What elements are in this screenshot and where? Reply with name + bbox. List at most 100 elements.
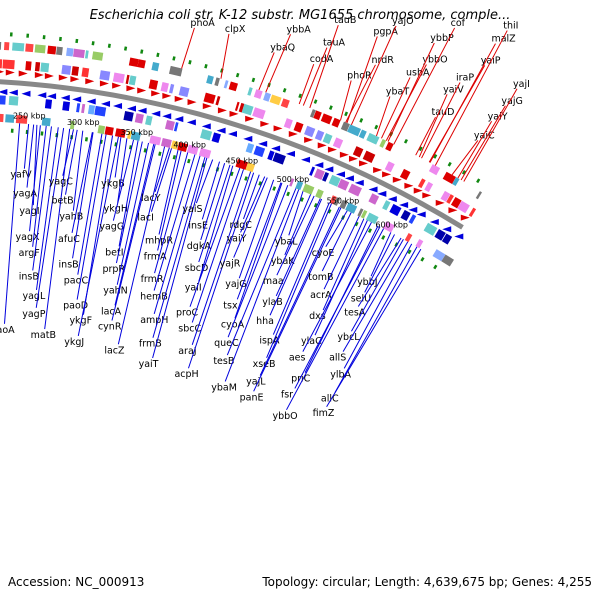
reverse-gene-label[interactable]: araJ (178, 346, 196, 357)
forward-gene-label[interactable]: yajI (513, 79, 530, 90)
reverse-gene-label[interactable]: fimZ (313, 408, 335, 419)
reverse-gene-label[interactable]: matB (31, 330, 56, 341)
forward-gene-label[interactable]: ybbO (422, 55, 447, 66)
reverse-gene-label[interactable]: tesB (213, 356, 234, 367)
reverse-gene-label[interactable]: ykgJ (64, 337, 84, 348)
reverse-gene-label[interactable]: cynR (98, 322, 122, 333)
reverse-gene-label[interactable]: paoD (63, 301, 88, 312)
forward-gene-label[interactable]: phoA (190, 18, 215, 29)
reverse-gene-label[interactable]: yagL (22, 291, 45, 302)
reverse-gene-label[interactable]: tesA (344, 308, 366, 319)
forward-gene-label[interactable]: yaiY (488, 111, 508, 122)
forward-gene-label[interactable]: ybaQ (270, 42, 295, 53)
reverse-gene-label[interactable]: lacY (141, 193, 161, 204)
forward-gene-label[interactable]: tauB (334, 15, 356, 26)
reverse-gene-label[interactable]: betB (51, 196, 73, 207)
forward-gene-label[interactable]: nrdR (371, 55, 394, 66)
reverse-gene-label[interactable]: ybcL (337, 332, 360, 343)
forward-gene-label[interactable]: malZ (491, 34, 516, 45)
reverse-gene-label[interactable]: yagA (13, 189, 37, 200)
reverse-gene-label[interactable]: afuC (58, 234, 80, 245)
reverse-gene-label[interactable]: yaiY (227, 233, 247, 244)
forward-gene-label[interactable]: yajO (392, 16, 414, 27)
forward-gene-label[interactable]: tauA (323, 38, 346, 49)
forward-gene-label[interactable]: cof (451, 18, 466, 29)
forward-gene-label[interactable]: tauD (432, 107, 455, 118)
reverse-gene-label[interactable]: rdgC (229, 220, 252, 231)
reverse-gene-label[interactable]: yagP (22, 309, 45, 320)
reverse-gene-label[interactable]: ylaC (301, 336, 322, 347)
reverse-gene-label[interactable]: frmB (139, 339, 162, 350)
reverse-gene-label[interactable]: sbcD (185, 263, 209, 274)
reverse-gene-label[interactable]: argF (19, 248, 40, 259)
reverse-gene-label[interactable]: queC (214, 338, 239, 349)
reverse-gene-label[interactable]: acpH (174, 369, 198, 380)
reverse-gene-label[interactable]: insE (188, 220, 208, 231)
reverse-gene-label[interactable]: prpR (102, 264, 125, 275)
reverse-gene-label[interactable]: insB (59, 259, 79, 270)
reverse-gene-label[interactable]: paoC (64, 276, 89, 287)
reverse-gene-label[interactable]: frmA (144, 251, 167, 262)
forward-gene-label[interactable]: yaiV (443, 84, 464, 95)
reverse-gene-label[interactable]: panE (240, 392, 264, 403)
reverse-gene-label[interactable]: yajG (225, 279, 246, 290)
reverse-gene-label[interactable]: ampH (140, 315, 168, 326)
forward-gene-label[interactable]: ybaT (386, 86, 409, 97)
reverse-gene-label[interactable]: yafV (10, 170, 32, 181)
forward-gene-label[interactable]: iraP (456, 72, 474, 83)
reverse-gene-label[interactable]: ispA (259, 336, 280, 347)
reverse-gene-label[interactable]: lacI (137, 213, 154, 224)
reverse-gene-label[interactable]: lacZ (104, 345, 125, 356)
reverse-gene-label[interactable]: frmR (141, 274, 164, 285)
reverse-gene-label[interactable]: yajL (246, 377, 266, 388)
reverse-gene-label[interactable]: allS (329, 353, 346, 364)
reverse-gene-label[interactable]: yagX (16, 232, 40, 243)
forward-gene-label[interactable]: ushA (406, 67, 430, 78)
forward-gene-label[interactable]: phoR (347, 71, 372, 82)
reverse-gene-label[interactable]: paoA (0, 325, 15, 336)
reverse-gene-label[interactable]: allC (321, 394, 339, 405)
reverse-gene-label[interactable]: ybbO (272, 411, 297, 422)
reverse-gene-label[interactable]: yagC (49, 177, 73, 188)
forward-gene-label[interactable]: yajG (501, 96, 522, 107)
forward-gene-label[interactable]: pgpA (373, 26, 398, 37)
reverse-gene-label[interactable]: yajR (220, 259, 241, 270)
reverse-gene-label[interactable]: tsx (223, 300, 238, 311)
reverse-gene-label[interactable]: ybaL (275, 236, 298, 247)
forward-gene-label[interactable]: yaiC (474, 130, 495, 141)
reverse-gene-label[interactable]: sbcC (178, 324, 201, 335)
reverse-gene-label[interactable]: yaiI (185, 282, 202, 293)
reverse-gene-label[interactable]: ylaB (262, 297, 283, 308)
reverse-gene-label[interactable]: ybbJ (357, 277, 377, 288)
reverse-gene-label[interactable]: yagG (99, 222, 124, 233)
reverse-gene-label[interactable]: tomB (308, 272, 333, 283)
forward-gene-label[interactable]: ybbP (430, 33, 454, 44)
forward-gene-label[interactable]: ybbA (287, 24, 312, 35)
reverse-gene-label[interactable]: hha (256, 316, 274, 327)
reverse-gene-label[interactable]: acrA (310, 290, 332, 301)
reverse-gene-label[interactable]: yaiT (139, 359, 159, 370)
reverse-gene-label[interactable]: hemB (140, 292, 168, 303)
reverse-gene-label[interactable]: priC (291, 374, 311, 385)
reverse-gene-label[interactable]: xseB (253, 359, 276, 370)
reverse-gene-label[interactable]: betI (105, 247, 123, 258)
reverse-gene-label[interactable]: fsr (281, 389, 293, 400)
reverse-gene-label[interactable]: ybaM (211, 382, 237, 393)
reverse-gene-label[interactable]: insB (19, 271, 39, 282)
reverse-gene-label[interactable]: ylbA (330, 369, 351, 380)
forward-gene-label[interactable]: thiI (503, 21, 518, 32)
reverse-gene-label[interactable]: proC (176, 308, 199, 319)
reverse-gene-label[interactable]: yahN (103, 286, 128, 297)
reverse-gene-label[interactable]: dgkA (187, 241, 212, 252)
reverse-gene-label[interactable]: lacA (101, 306, 122, 317)
reverse-gene-label[interactable]: dxs (309, 311, 326, 322)
forward-gene-label[interactable]: clpX (225, 24, 246, 35)
reverse-gene-label[interactable]: yaiS (182, 204, 202, 215)
reverse-gene-label[interactable]: mhpR (145, 235, 173, 246)
reverse-gene-label[interactable]: selU (351, 293, 371, 304)
reverse-gene-label[interactable]: maa (263, 276, 284, 287)
reverse-gene-label[interactable]: ykgB (101, 178, 125, 189)
reverse-gene-label[interactable]: yagI (19, 206, 39, 217)
reverse-gene-label[interactable]: yahB (59, 212, 83, 223)
